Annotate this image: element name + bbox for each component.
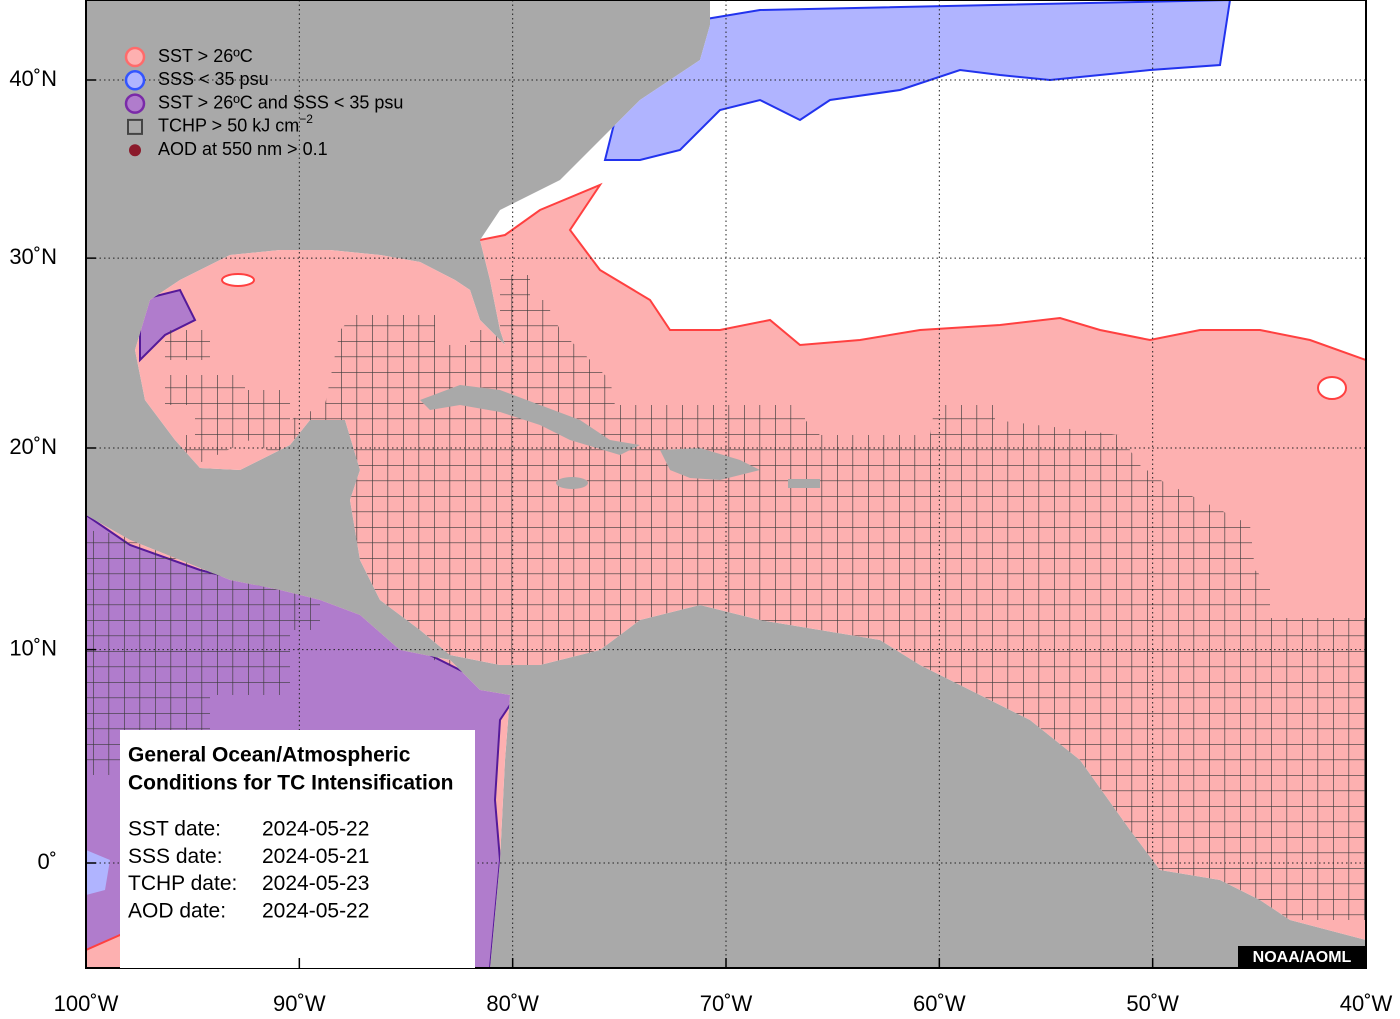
legend-swatch (124, 70, 146, 91)
legend-superscript: −2 (299, 112, 313, 126)
axes: 100˚W 90˚W 80˚W 70˚W 60˚W 50˚W 40˚W 0˚ 10˚N 20˚N 3… (9, 66, 1392, 1016)
date-value: 2024-05-22 (262, 818, 369, 841)
island-jamaica (556, 477, 588, 489)
y-tick-label: 10˚N (9, 635, 57, 660)
island-puerto-rico (788, 479, 820, 488)
legend-swatch (129, 144, 141, 157)
x-tick-label: 80˚W (486, 991, 539, 1016)
info-title: General Ocean/Atmospheric (128, 744, 411, 767)
credit: NOAA/AOML (1253, 949, 1352, 966)
y-tick-label: 30˚N (9, 244, 57, 269)
date-label: SSS date: (128, 845, 223, 868)
sss-region (86, 850, 110, 895)
x-tick-label: 40˚W (1340, 991, 1393, 1016)
x-tick-label: 90˚W (273, 991, 326, 1016)
y-tick-label: 0˚ (37, 849, 57, 874)
y-tick-label: 20˚N (9, 434, 57, 459)
legend: SST > 26ºC SSS < 35 psu SST > 26ºC and SSS… (124, 46, 403, 159)
legend-label: SST > 26ºC and SSS < 35 psu (158, 92, 403, 112)
island-cuba (420, 385, 640, 455)
date-value: 2024-05-23 (262, 872, 369, 895)
y-tick-label: 40˚N (9, 66, 57, 91)
legend-label: AOD at 550 nm > 0.1 (158, 139, 328, 159)
legend-label: SSS < 35 psu (158, 69, 269, 89)
x-tick-label: 50˚W (1126, 991, 1179, 1016)
tchp-region (86, 275, 1366, 920)
date-label: AOD date: (128, 899, 226, 922)
date-value: 2024-05-22 (262, 899, 369, 922)
legend-label: TCHP > 50 kJ cm−2 (158, 112, 313, 136)
island-hispaniola (660, 448, 760, 480)
info-dates: SST date: 2024-05-22 SSS date: 2024-05-21 TC… (128, 818, 369, 923)
date-value: 2024-05-21 (262, 845, 369, 868)
sst-hole (1317, 376, 1347, 400)
credit-background (1238, 946, 1366, 968)
sst-hole (221, 273, 255, 287)
sss-region (603, 0, 1232, 161)
legend-swatch (127, 118, 143, 135)
legend-label: SST > 26ºC (158, 46, 253, 66)
info-box: General Ocean/Atmospheric Conditions for… (120, 730, 475, 968)
legend-swatch (124, 46, 146, 68)
x-tick-label: 100˚W (54, 991, 119, 1016)
legend-swatch (124, 93, 146, 114)
date-label: SST date: (128, 818, 221, 841)
info-box-background (120, 730, 475, 968)
sst-sss-region (139, 288, 197, 363)
x-tick-label: 60˚W (913, 991, 966, 1016)
date-label: TCHP date: (128, 872, 237, 895)
x-tick-label: 70˚W (700, 991, 753, 1016)
info-title: Conditions for TC Intensification (128, 772, 453, 795)
